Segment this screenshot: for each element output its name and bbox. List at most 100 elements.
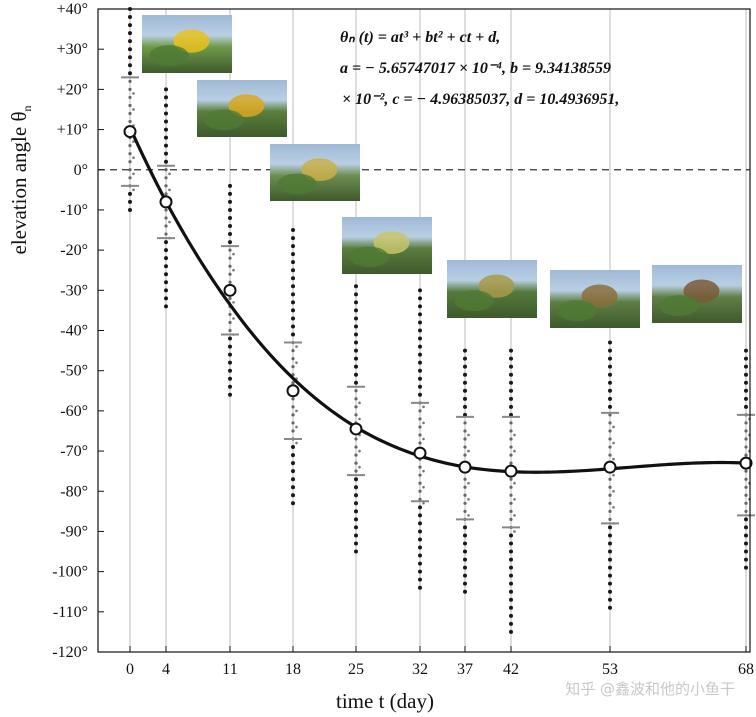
observation-dot (463, 412, 467, 417)
observation-dot (164, 95, 168, 100)
x-tick-label: 25 (348, 661, 364, 678)
observation-dot (509, 388, 513, 393)
observation-dot (164, 119, 168, 124)
observation-dot (232, 301, 235, 304)
flower-head (683, 279, 720, 303)
y-tick-label: -70° (60, 443, 88, 460)
observation-dot (291, 236, 295, 241)
observation-dot (228, 320, 232, 325)
observation-dot (608, 597, 612, 602)
observation-dot (744, 429, 748, 433)
observation-dot (291, 485, 295, 490)
observation-dot (354, 397, 358, 401)
observation-dot (164, 192, 168, 196)
observation-dot (354, 364, 358, 369)
watermark: 知乎 @鑫波和他的小鱼干 (565, 680, 735, 698)
observation-dot (744, 437, 748, 441)
observation-dot (291, 332, 295, 337)
observation-dot (291, 469, 295, 474)
observation-dot (463, 493, 467, 497)
mean-marker-68 (739, 456, 753, 470)
observation-dot (463, 429, 467, 433)
observation-dot (509, 348, 513, 353)
y-tick-label: -90° (60, 523, 88, 540)
flower-head (478, 274, 515, 298)
observation-dot (463, 364, 467, 369)
sd-ticks (121, 76, 755, 529)
observation-dot (354, 324, 358, 329)
observation-dot (228, 336, 232, 341)
observation-dot (422, 405, 425, 409)
observation-dot (128, 31, 132, 36)
leaf-cluster (204, 109, 244, 131)
y-axis-ticks: +40° +30° +20° +10° 0° -10° -20° -30° -40° -50° -6… (52, 1, 104, 661)
observation-dot (295, 425, 298, 429)
observation-dot (463, 581, 467, 586)
observation-dot (418, 352, 422, 357)
observation-dot (744, 396, 748, 401)
y-tick-label: -30° (60, 282, 88, 299)
y-tick-label: 0° (74, 162, 88, 179)
observation-dot (291, 397, 295, 401)
observation-dot (418, 585, 422, 590)
observation-dot (295, 441, 298, 445)
observation-dot (608, 380, 612, 385)
observation-dot (509, 437, 513, 441)
observation-dot (463, 445, 467, 449)
observation-dot (463, 485, 467, 489)
equation-line-3: × 10⁻², c = − 4.96385037, d = 10.4936951… (342, 91, 619, 108)
observation-dot (354, 541, 358, 546)
observation-dot (513, 481, 516, 485)
observation-dot (608, 605, 612, 610)
observation-dot (164, 103, 168, 108)
observation-dot (422, 421, 425, 425)
observation-dot (128, 47, 132, 52)
observation-dot (164, 143, 168, 148)
mean-marker-0 (123, 125, 137, 139)
observation-dot (291, 228, 295, 233)
observation-dot (418, 441, 422, 445)
observation-dot (128, 160, 132, 164)
observation-dot (463, 589, 467, 594)
observation-dot (463, 380, 467, 385)
observation-dot (354, 485, 358, 490)
observation-dot (354, 300, 358, 305)
observation-dot (463, 501, 467, 505)
flower-head (228, 94, 265, 118)
x-tick-label: 42 (503, 661, 519, 678)
observation-dot (232, 317, 235, 320)
observation-dot (128, 111, 132, 116)
mean-marker-53 (603, 460, 617, 474)
observation-dot (608, 533, 612, 538)
observation-dot (418, 473, 422, 477)
observation-dot (744, 565, 748, 570)
observation-dot (744, 509, 748, 513)
observation-dot (509, 549, 513, 554)
observation-dot (422, 469, 425, 473)
observation-dot (744, 364, 748, 369)
observation-dot (164, 240, 168, 245)
observation-dot (612, 473, 615, 477)
observation-dot (467, 449, 470, 453)
observation-dot (509, 485, 513, 489)
observation-dot (608, 437, 612, 441)
observation-dot (418, 336, 422, 341)
observation-dot (354, 533, 358, 538)
y-tick-label: +20° (57, 81, 88, 98)
x-tick-label: 32 (412, 661, 428, 678)
observation-dot (418, 529, 422, 534)
observation-dot (128, 152, 132, 156)
observation-dot (418, 465, 422, 469)
observation-dot (509, 404, 513, 409)
observation-dot (509, 509, 513, 513)
observation-dot (132, 188, 135, 192)
observation-dot (354, 453, 358, 457)
observation-dot (164, 151, 168, 156)
observation-dot (418, 537, 422, 542)
observation-dot (295, 345, 298, 348)
observation-dot (509, 412, 513, 417)
observation-dot (744, 493, 748, 497)
observation-dot (467, 481, 470, 485)
observation-dot (608, 348, 612, 353)
